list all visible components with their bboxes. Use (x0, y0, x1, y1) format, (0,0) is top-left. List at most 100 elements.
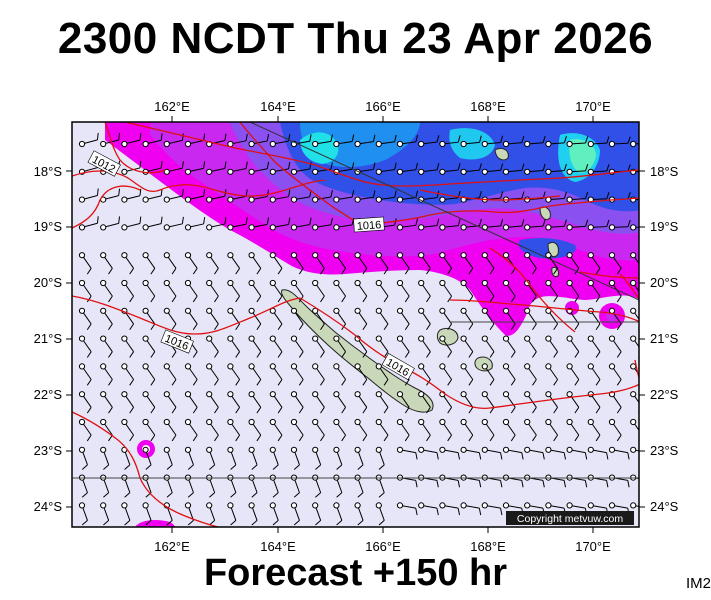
wind-barb (566, 219, 589, 231)
wind-barb (566, 335, 580, 358)
wind-barb (396, 307, 410, 331)
wind-barb (206, 252, 219, 275)
wind-barb (524, 163, 546, 175)
wind-barb (566, 363, 580, 386)
lat-labels-right: 18°S 19°S 20°S 21°S 22°S 23°S 24°S (650, 164, 679, 514)
wind-barb (524, 391, 537, 414)
lat-label: 21°S (650, 331, 679, 346)
wind-barb (524, 446, 545, 460)
wind-barb (630, 307, 639, 331)
wind-barb (269, 217, 291, 231)
wind-barb (630, 391, 639, 414)
wind-barb (121, 363, 134, 386)
wind-barb (248, 363, 262, 386)
wind-barb (290, 391, 304, 414)
isobar-line (364, 197, 639, 226)
wind-barb (439, 418, 452, 442)
wind-barb (630, 252, 639, 275)
isobar-line (449, 299, 639, 323)
wind-barb (121, 391, 134, 414)
wind-barb (184, 363, 198, 386)
isobar-line (299, 297, 639, 410)
wind-barb (502, 279, 516, 303)
wind-barb (545, 219, 567, 231)
wind-barb (78, 252, 92, 275)
new-caledonia (281, 289, 434, 413)
lat-label: 24°S (650, 499, 679, 514)
wind-barb (227, 418, 240, 442)
wind-barb (587, 136, 610, 148)
wind-barb (396, 418, 410, 442)
wind-barb (100, 391, 113, 414)
wind-barb (354, 391, 368, 414)
wind-barb (630, 224, 639, 231)
wind-barb (630, 502, 639, 509)
land-masses (281, 147, 559, 413)
wind-barb (354, 134, 376, 148)
wind-barb (566, 164, 589, 175)
wind-barb (481, 363, 495, 386)
wind-barb (396, 279, 410, 303)
lat-label: 23°S (650, 443, 679, 458)
wind-barb (290, 307, 304, 331)
wind-barb (587, 252, 601, 275)
map-frame (71, 121, 640, 528)
copyright-box: Copyright metvuw.com (506, 511, 634, 525)
wind-barb (481, 279, 495, 303)
wind-barb (163, 133, 184, 148)
wind-barb (206, 335, 219, 358)
wind-barb (333, 307, 346, 331)
wind-barb (524, 252, 537, 275)
wind-barb (248, 335, 262, 358)
isobar-line (489, 247, 576, 333)
wind-barb (78, 216, 99, 231)
wind-barb (608, 418, 622, 442)
wind-barb (163, 216, 184, 231)
wind-barb (439, 218, 461, 231)
wind-barb (206, 418, 219, 442)
wind-barb (227, 363, 240, 386)
wind-barb (206, 217, 227, 231)
lat-label: 22°S (650, 387, 679, 402)
svg-text:1016: 1016 (356, 219, 381, 233)
wind-barb (269, 418, 283, 442)
lon-label: 162°E (154, 539, 190, 554)
wind-barb (78, 188, 99, 203)
wind-barb (333, 502, 343, 526)
wind-barb (248, 189, 270, 203)
lat-label: 20°S (34, 275, 63, 290)
wind-barb (100, 216, 121, 231)
wind-barbs (78, 132, 639, 526)
wind-barb (78, 132, 99, 148)
wind-barb (418, 335, 431, 358)
wind-barb (608, 136, 631, 148)
wind-barb (312, 474, 322, 498)
wind-barb (502, 219, 525, 231)
wind-barb (248, 133, 270, 148)
wind-barb (78, 391, 92, 414)
wind-barb (206, 189, 227, 203)
wind-barb (163, 391, 177, 414)
lat-label: 21°S (34, 331, 63, 346)
wind-barb (312, 134, 333, 148)
wind-barb (163, 446, 173, 470)
wind-barb (396, 502, 418, 516)
wind-barb (142, 335, 156, 358)
wind-barb (333, 418, 346, 442)
wind-barb (312, 446, 322, 470)
wind-barb (184, 252, 198, 275)
wind-barb (545, 418, 558, 442)
wind-barb (206, 446, 216, 470)
wind-barb (418, 218, 440, 231)
wind-barb (206, 391, 219, 414)
wind-barb (184, 502, 194, 526)
wind-barb (333, 335, 346, 358)
lon-label: 164°E (260, 539, 296, 554)
wind-barb (121, 418, 134, 442)
wind-barb (163, 363, 177, 386)
wind-barb (227, 252, 240, 275)
wind-barb (227, 502, 237, 526)
wind-barb (269, 502, 279, 526)
wind-barb (566, 136, 589, 148)
